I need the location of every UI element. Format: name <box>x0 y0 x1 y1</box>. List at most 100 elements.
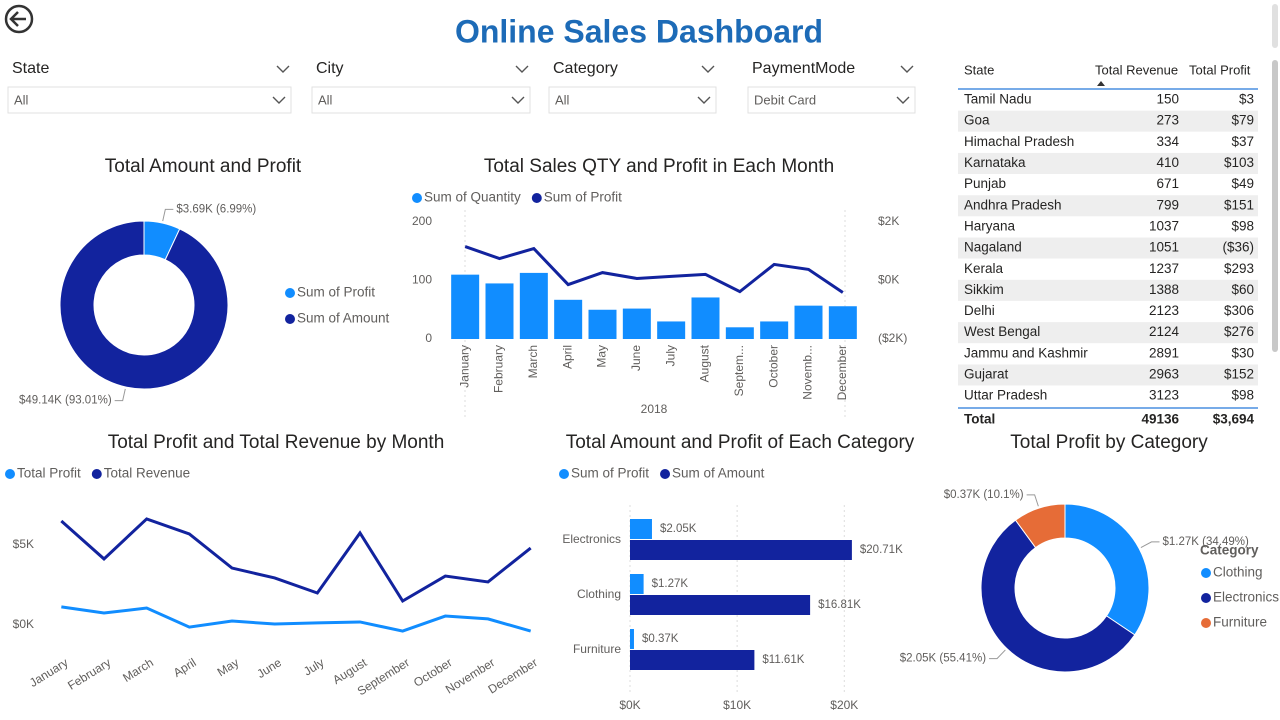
legend-marker <box>1201 568 1211 578</box>
table-cell: $293 <box>1224 261 1254 276</box>
table-cell: $152 <box>1224 367 1254 382</box>
page-scrollbar[interactable] <box>1272 4 1278 48</box>
chart-title: Total Profit by Category <box>1010 432 1208 453</box>
donut-slice <box>59 220 229 390</box>
bar <box>630 519 652 539</box>
legend-label: Sum of Profit <box>297 285 375 300</box>
bar <box>630 595 811 615</box>
table-cell: 1051 <box>1149 240 1179 255</box>
table-cell: 2124 <box>1149 324 1180 339</box>
donut-slice <box>1014 503 1066 549</box>
table-cell: Uttar Pradesh <box>964 388 1047 403</box>
table-cell: 1388 <box>1149 282 1179 297</box>
data-label: $0.37K <box>642 633 679 645</box>
y2-tick-label: $2K <box>878 214 899 228</box>
leader-line <box>1140 541 1160 549</box>
bar <box>519 272 548 339</box>
back-button[interactable] <box>4 4 34 34</box>
legend-label: Sum of Profit <box>544 190 622 205</box>
x-tick-label: December <box>486 655 540 696</box>
filter-dropdown[interactable] <box>747 86 916 114</box>
category-label: Electronics <box>562 532 621 546</box>
x-tick-label: August <box>698 344 712 382</box>
row-band <box>958 364 1258 386</box>
data-label: $1.27K <box>652 578 689 590</box>
sort-indicator <box>1097 81 1105 86</box>
data-label: $20.71K <box>860 544 903 556</box>
x-axis-label: 2018 <box>641 402 668 416</box>
filter-dropdown[interactable] <box>548 86 717 114</box>
x-tick-label: Novemb... <box>801 345 815 400</box>
x-tick-label: Septem... <box>732 345 746 396</box>
filter-dropdown[interactable] <box>7 86 292 114</box>
bar <box>794 305 823 339</box>
table-cell: 2963 <box>1149 367 1179 382</box>
x-tick-label: $0K <box>619 698 640 712</box>
chevron <box>900 65 914 73</box>
bar <box>630 574 644 594</box>
x-tick-label: January <box>27 655 71 690</box>
bar <box>451 274 480 339</box>
category-label: Furniture <box>573 642 621 656</box>
row-band <box>958 322 1258 344</box>
scrollbar[interactable] <box>1272 60 1278 352</box>
x-tick-label: February <box>65 655 113 692</box>
legend-marker <box>91 469 102 479</box>
bar <box>485 283 514 339</box>
row-band <box>958 110 1258 132</box>
x-tick-label: February <box>492 345 506 393</box>
data-label: $0.37K (10.1%) <box>944 489 1024 501</box>
chevron <box>511 96 525 104</box>
table-cell: Haryana <box>964 218 1016 233</box>
y-tick-label: 200 <box>412 214 432 228</box>
table-cell: $79 <box>1231 113 1254 128</box>
x-tick-label: June <box>254 655 284 681</box>
table-cell: 799 <box>1156 197 1179 212</box>
x-tick-label: June <box>629 345 643 371</box>
legend-marker <box>5 469 15 479</box>
table-cell: Gujarat <box>964 367 1009 382</box>
filter-label: City <box>316 60 344 77</box>
table-cell: 410 <box>1156 155 1179 170</box>
filter-dropdown[interactable] <box>311 86 531 114</box>
bar <box>657 321 686 339</box>
legend-label: Total Profit <box>17 466 81 481</box>
x-tick-label: October <box>766 345 780 388</box>
x-tick-label: May <box>215 655 242 679</box>
legend-label: Furniture <box>1213 615 1267 630</box>
data-label: $2.05K <box>660 523 697 535</box>
table-cell: $306 <box>1224 303 1254 318</box>
chevron <box>515 65 529 73</box>
row-band <box>958 279 1258 301</box>
x-tick-label: April <box>560 345 574 369</box>
table-cell: Jammu and Kashmir <box>964 345 1088 360</box>
data-label: $2.05K (55.41%) <box>900 653 986 665</box>
chevron <box>276 65 290 73</box>
table-cell: $3 <box>1239 92 1254 107</box>
profit-line <box>464 245 844 294</box>
x-tick-label: $10K <box>723 698 751 712</box>
legend-label: Sum of Quantity <box>424 190 521 205</box>
y-tick-label: 100 <box>412 273 432 287</box>
legend-label: Sum of Profit <box>571 466 649 481</box>
table-cell: 1237 <box>1149 261 1179 276</box>
total-cell: $3,694 <box>1213 412 1255 427</box>
legend-marker <box>1201 593 1211 603</box>
chevron <box>697 96 711 104</box>
x-tick-label: March <box>120 655 156 685</box>
table-cell: $37 <box>1231 134 1254 149</box>
legend-marker <box>660 469 671 479</box>
table-cell: $151 <box>1224 197 1254 212</box>
category-label: Clothing <box>577 587 621 601</box>
y2-tick-label: $0K <box>878 273 899 287</box>
chart-title: Total Sales QTY and Profit in Each Month <box>484 156 834 177</box>
legend-marker <box>412 193 422 203</box>
bar <box>630 650 755 670</box>
filter-label: Category <box>553 60 618 77</box>
filter-value: Debit Card <box>754 92 816 107</box>
series-line <box>60 517 532 604</box>
data-label: $49.14K (93.01%) <box>19 395 112 407</box>
table-cell: $98 <box>1231 388 1254 403</box>
